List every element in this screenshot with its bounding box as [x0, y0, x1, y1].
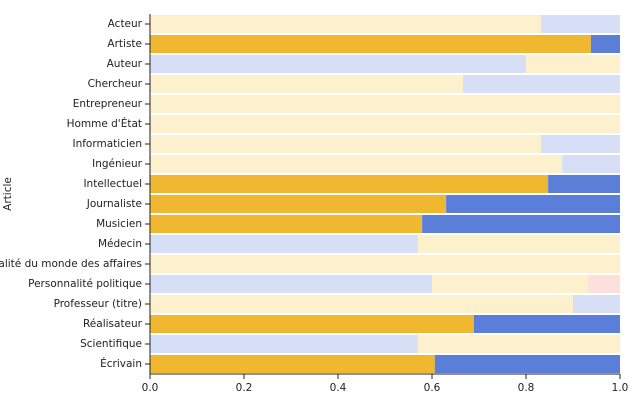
y-axis-label: Article — [2, 177, 14, 211]
bar-segment — [150, 75, 464, 93]
bar-segment — [463, 75, 620, 93]
bar-segment — [446, 195, 620, 213]
bar-segment — [541, 135, 620, 153]
bar-segment — [150, 235, 418, 253]
bar-segment — [150, 175, 549, 193]
bar-segment — [150, 335, 418, 353]
y-tick-label: Écrivain — [100, 357, 142, 370]
x-tick-label: 0.8 — [518, 382, 535, 394]
y-tick-label: Médecin — [98, 238, 142, 250]
x-tick-label: 0.4 — [330, 382, 347, 394]
bar-segment — [473, 315, 620, 333]
bar-segment — [150, 135, 542, 153]
bar-segment — [541, 15, 620, 33]
y-tick-label: Auteur — [107, 58, 143, 70]
bar-segment — [150, 35, 591, 53]
bar-segment — [150, 355, 435, 373]
bar-segment — [417, 235, 620, 253]
y-tick-label: Entrepreneur — [73, 98, 143, 110]
bar-segment — [150, 55, 526, 73]
x-tick-label: 0.0 — [142, 382, 159, 394]
y-tick-label: Journaliste — [86, 198, 142, 210]
bar-segment — [588, 275, 620, 293]
bar-segment — [150, 155, 563, 173]
y-tick-label: Acteur — [108, 18, 143, 30]
bar-segment — [150, 15, 542, 33]
x-tick-label: 0.2 — [236, 382, 253, 394]
y-tick-label: Professeur (titre) — [54, 298, 142, 310]
y-tick-label: Artiste — [107, 38, 142, 50]
bar-segment — [562, 155, 620, 173]
bar-segment — [548, 175, 620, 193]
bar-segment — [150, 95, 620, 113]
bar-segment — [150, 315, 474, 333]
bar-segment — [573, 295, 620, 313]
y-tick-label: Personnalité politique — [28, 278, 142, 290]
bar-segment — [422, 215, 620, 233]
y-tick-label: Scientifique — [80, 338, 142, 350]
y-tick-label: Personnalité du monde des affaires — [0, 258, 142, 270]
y-tick-label: Musicien — [96, 218, 142, 230]
bar-segment — [432, 275, 589, 293]
y-tick-label: Chercheur — [88, 78, 143, 90]
y-tick-label: Réalisateur — [83, 318, 143, 330]
bar-segment — [590, 35, 620, 53]
bar-segment — [417, 335, 620, 353]
x-tick-label: 1.0 — [612, 382, 629, 394]
x-tick-label: 0.6 — [424, 382, 441, 394]
bar-segment — [150, 255, 620, 273]
bar-segment — [150, 195, 447, 213]
y-tick-label: Homme d'État — [67, 117, 142, 130]
bar-segment — [434, 355, 620, 373]
y-tick-label: Ingénieur — [92, 158, 143, 170]
bar-segment — [150, 215, 423, 233]
y-tick-label: Intellectuel — [83, 178, 142, 190]
bar-segment — [150, 275, 432, 293]
y-tick-label: Informaticien — [72, 138, 142, 150]
bar-segment — [526, 55, 620, 73]
bar-segment — [150, 295, 573, 313]
bar-segment — [150, 115, 620, 133]
